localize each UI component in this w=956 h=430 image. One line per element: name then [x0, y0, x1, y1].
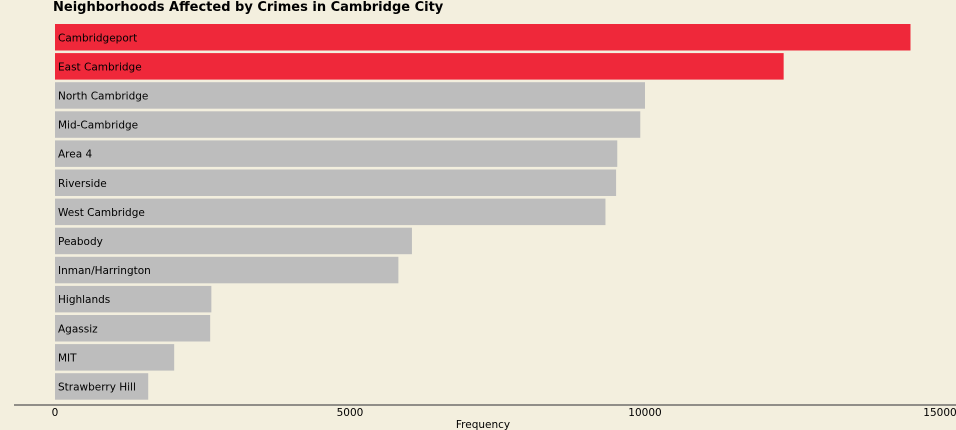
chart-title: Neighborhoods Affected by Crimes in Camb…: [53, 0, 444, 15]
bar-label: Strawberry Hill: [58, 381, 136, 393]
bar-peabody: [55, 227, 412, 255]
x-tick-label: 0: [52, 407, 59, 419]
x-axis-label: Frequency: [456, 419, 510, 430]
bar-west-cambridge: [55, 198, 606, 226]
bar-agassiz: [55, 315, 211, 342]
bar-label: East Cambridge: [58, 61, 142, 73]
bar-riverside: [55, 169, 617, 196]
bar-label: Agassiz: [58, 323, 98, 335]
x-tick-label: 15000: [923, 407, 956, 419]
bar-area-4: [55, 140, 618, 167]
x-tick-label: 10000: [628, 407, 661, 419]
bar-east-cambridge: [55, 53, 784, 80]
bar-label: Inman/Harrington: [58, 265, 151, 277]
bar-label: Riverside: [58, 178, 107, 190]
bar-mit: [55, 344, 175, 371]
x-tick-label: 5000: [337, 407, 364, 419]
bar-north-cambridge: [55, 82, 645, 109]
x-ticks-group: 0 5000 10000 15000: [52, 407, 956, 419]
bar-highlands: [55, 285, 212, 313]
bar-label: Cambridgeport: [58, 32, 137, 44]
bar-strawberry-hill: [55, 373, 149, 400]
bar-mid-cambridge: [55, 111, 641, 138]
bar-label: Area 4: [58, 149, 93, 161]
bar-inman-harrington: [55, 256, 399, 284]
bar-cambridgeport: [55, 24, 911, 51]
bar-label: MIT: [58, 352, 77, 364]
bar-label: Mid-Cambridge: [58, 120, 138, 132]
bar-label: Highlands: [58, 294, 110, 306]
bar-label: West Cambridge: [58, 207, 145, 219]
bar-label: North Cambridge: [58, 90, 148, 102]
bar-label: Peabody: [58, 236, 103, 248]
bars-group: Cambridgeport East Cambridge North Cambrid…: [55, 24, 911, 400]
